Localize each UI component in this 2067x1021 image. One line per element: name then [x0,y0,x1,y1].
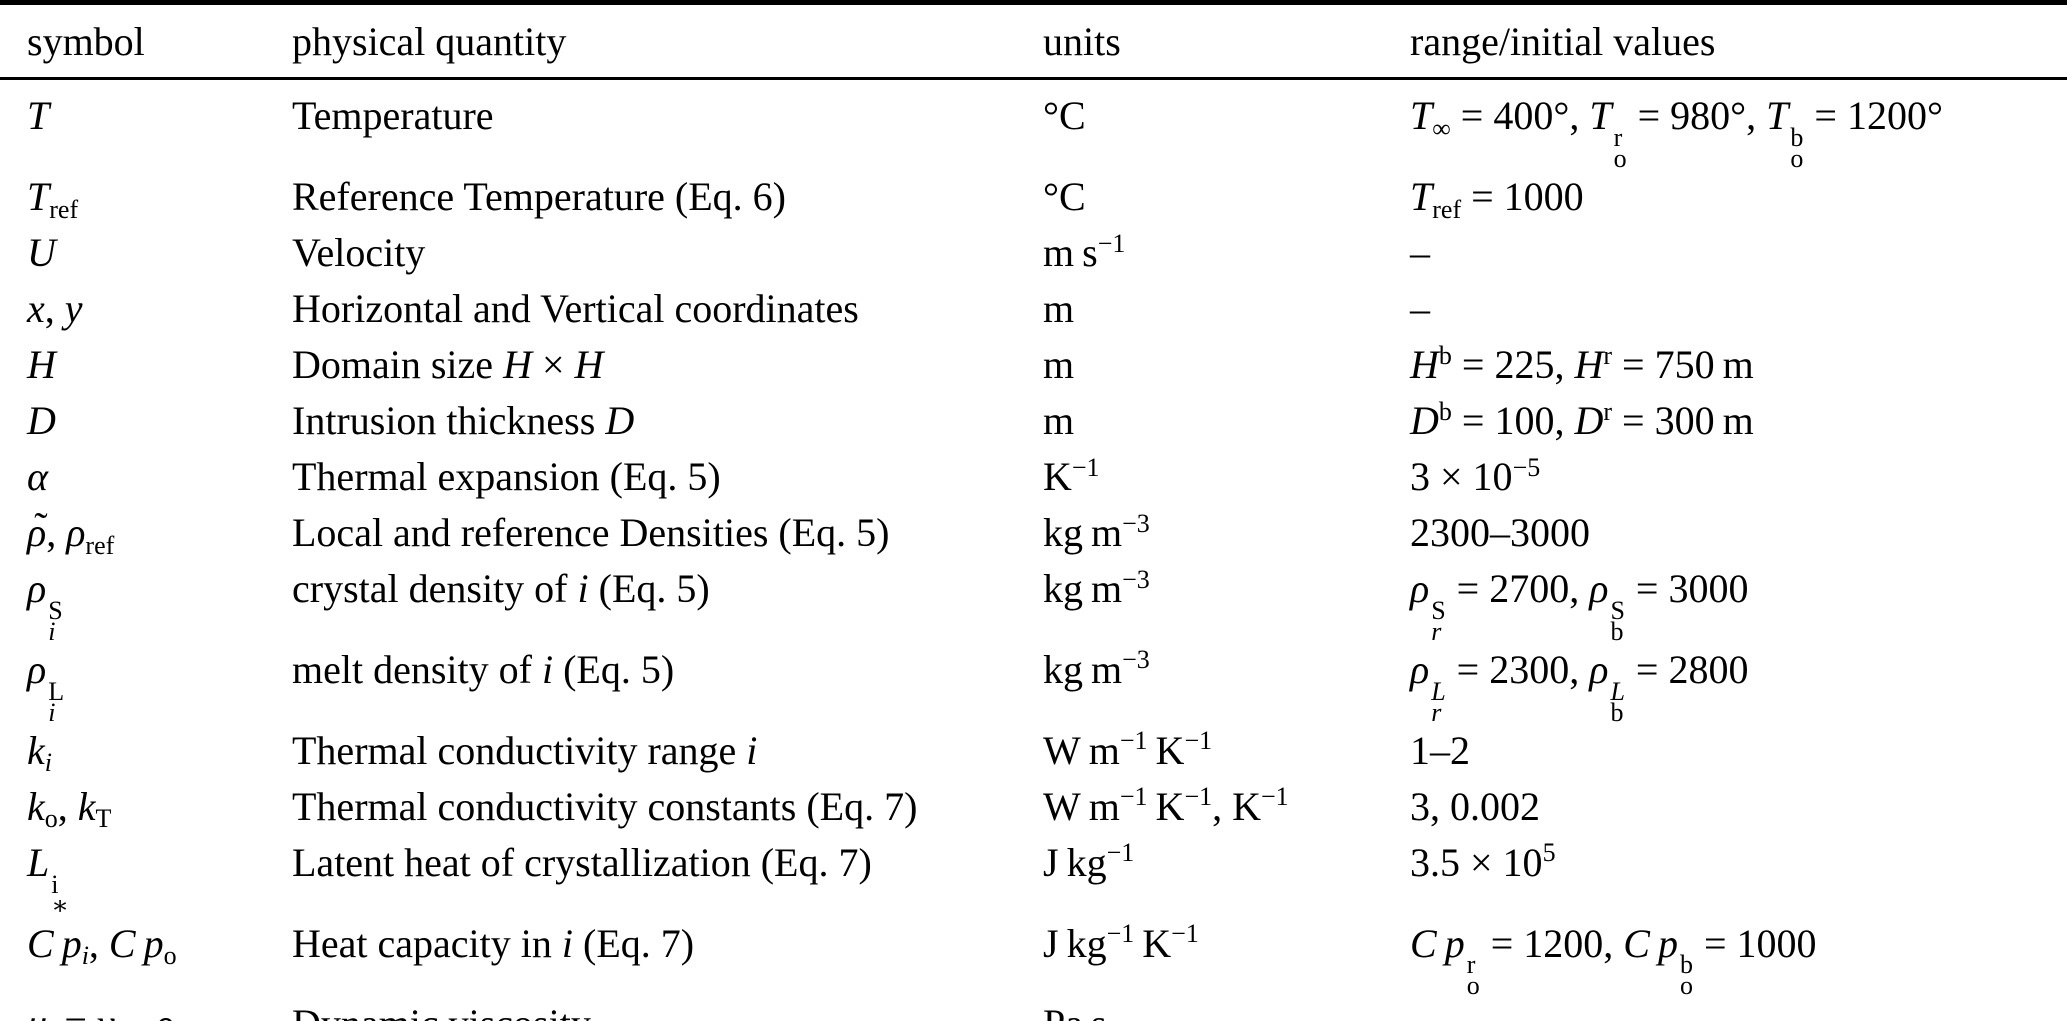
quantity-cell: Thermal conductivity range i [292,727,758,773]
symbol-cell: x, y [27,285,83,331]
quantity-cell: Thermal conductivity constants (Eq. 7) [292,783,918,829]
units-cell: J kg−1 K−1 [1043,919,1199,966]
quantity-cell: Reference Temperature (Eq. 6) [292,173,786,219]
range-cell: Tref = 1000 [1410,173,1584,224]
quantity-cell: melt density of i (Eq. 5) [292,646,675,692]
units-cell: kg m−3 [1043,564,1150,611]
symbol-cell: α [27,453,48,499]
table-row: H Domain size H × H m Hb = 225, Hr = 750 m [0,337,2067,393]
quantity-cell: Local and reference Densities (Eq. 5) [292,509,890,555]
header-row: symbol physical quantity units range/initia… [0,2,2067,80]
table-row: D Intrusion thickness D m Db = 100, Dr = 30… [0,393,2067,449]
symbol-cell: T [27,93,50,138]
quantity-cell: Velocity [292,229,426,275]
symbol-cell: ρ ˜, ρref [27,503,115,560]
quantity-cell: Horizontal and Vertical coordinates [292,285,859,331]
quantity-cell: Intrusion thickness D [292,397,635,443]
range-cell: 3 × 10−5 [1410,452,1541,499]
table-row: μi = νi · ρiDynamic viscosityPa s– [0,996,2067,1021]
table-row: ki Thermal conductivity range i W m−1 K−1 1… [0,723,2067,779]
symbol-cell: D [27,397,56,443]
column-header: range/initial values [1410,2,2067,80]
range-cell: – [1410,229,1430,275]
units-cell: W m−1 K−1, K−1 [1043,782,1289,829]
range-cell: Db = 100, Dr = 300 m [1410,396,1754,443]
range-cell: 3.5 × 105 [1410,838,1556,885]
symbol-cell: C pi, C po [27,920,177,971]
range-cell: 2300–3000 [1410,509,1590,555]
units-cell: m [1043,285,1075,331]
table-row: α Thermal expansion (Eq. 5) K−1 3 × 10−5 [0,449,2067,505]
units-cell: J kg−1 [1043,838,1135,885]
range-cell: Hb = 225, Hr = 750 m [1410,340,1754,387]
units-cell: kg m−3 [1043,508,1150,555]
range-cell: – [1410,285,1430,331]
units-cell: Pa s [1043,996,1410,1021]
table-row: Tref Reference Temperature (Eq. 6) °C Tref … [0,169,2067,225]
symbol-cell: μi = νi · ρi [0,996,292,1021]
symbol-cell: ko, kT [27,783,112,834]
table-row: ko, kT Thermal conductivity constants (Eq… [0,779,2067,835]
range-cell: – [1410,996,2067,1021]
range-cell: 1–2 [1410,727,1470,773]
table-row: C pi, C po Heat capacity in i (Eq. 7) J kg… [0,916,2067,1001]
units-cell: W m−1 K−1 [1043,726,1213,773]
range-cell: 3, 0.002 [1410,783,1540,829]
symbol-cell: Tref [27,173,79,224]
symbol-cell: U [27,229,56,275]
quantity-cell: Heat capacity in i (Eq. 7) [292,920,695,966]
quantity-cell: Domain size H × H [292,341,604,387]
units-cell: °C [1043,173,1086,219]
units-cell: m [1043,341,1075,387]
table-row: ρ ˜, ρref Local and reference Densities (E… [0,505,2067,561]
quantity-cell: Dynamic viscosity [292,996,1043,1021]
units-cell: kg m−3 [1043,645,1150,692]
symbol-cell: H [27,341,56,387]
quantity-cell: Latent heat of crystallization (Eq. 7) [292,839,872,885]
units-cell: K−1 [1043,452,1100,499]
table-row: U Velocity m s−1 – [0,225,2067,281]
units-cell: °C [1043,93,1086,138]
column-header: symbol [0,2,292,80]
symbol-cell: ki [27,727,52,778]
quantity-cell: crystal density of i (Eq. 5) [292,565,710,611]
quantity-cell: Temperature [292,93,494,138]
quantity-cell: Thermal expansion (Eq. 5) [292,453,721,499]
table-row: x, y Horizontal and Vertical coordinates m… [0,281,2067,337]
units-cell: m s−1 [1043,228,1126,275]
column-header: units [1043,2,1410,80]
units-cell: m [1043,397,1075,443]
column-header: physical quantity [292,2,1043,80]
